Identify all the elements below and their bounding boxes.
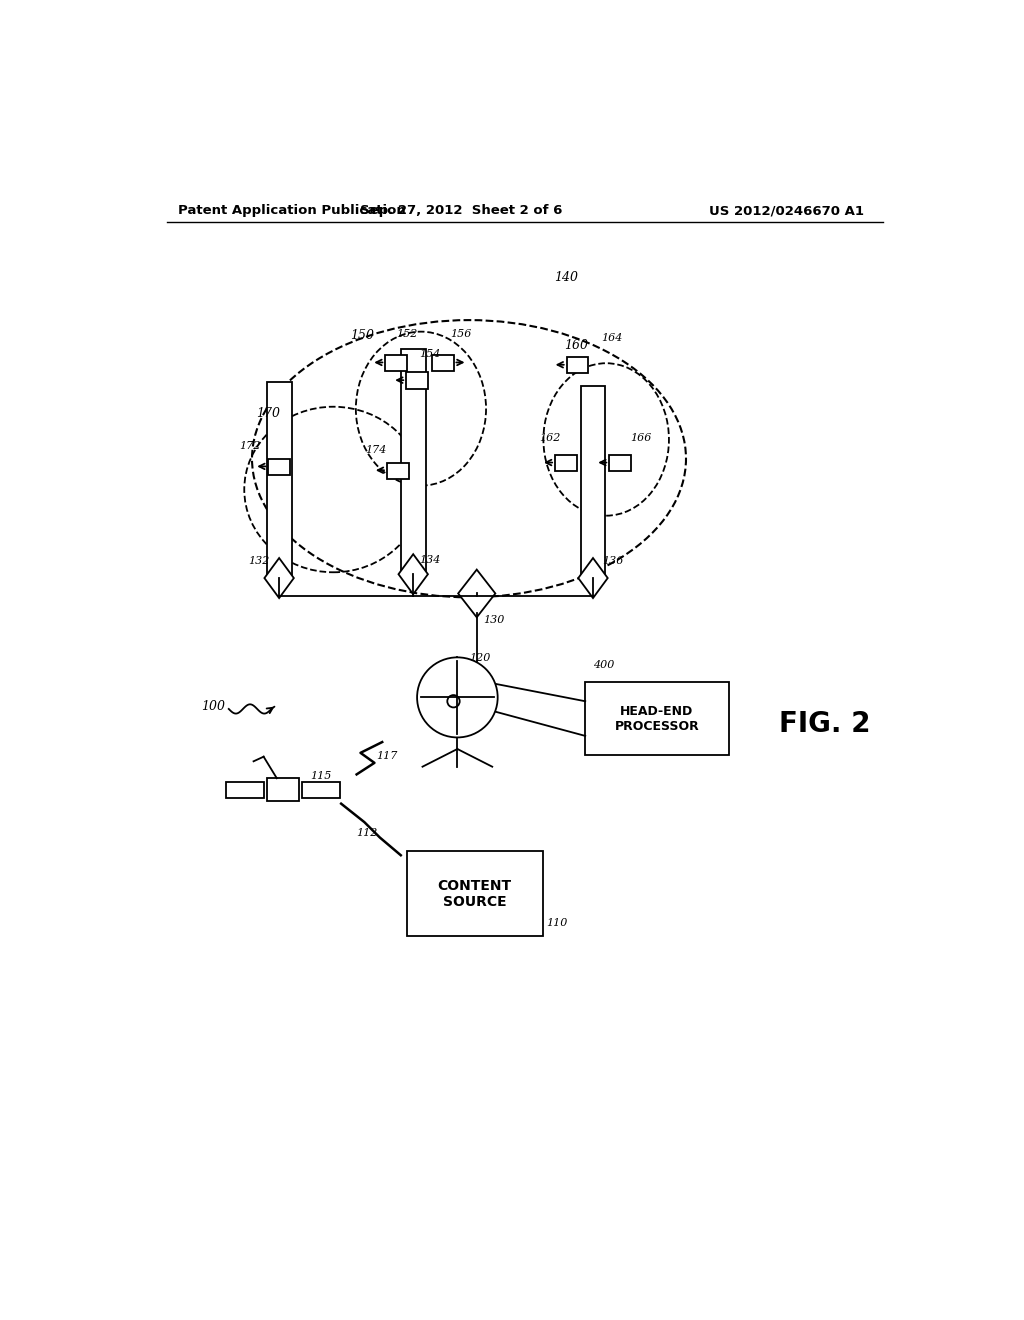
Text: 172: 172: [239, 441, 260, 451]
Text: 115: 115: [310, 771, 332, 780]
Text: 170: 170: [256, 407, 280, 420]
Circle shape: [447, 696, 460, 708]
Bar: [266, 381, 292, 578]
Text: 400: 400: [593, 660, 614, 671]
Bar: [407, 372, 428, 388]
Bar: [566, 358, 589, 374]
Text: Sep. 27, 2012  Sheet 2 of 6: Sep. 27, 2012 Sheet 2 of 6: [360, 205, 562, 218]
Text: 100: 100: [202, 700, 225, 713]
Bar: [302, 781, 340, 797]
Text: CONTENT
SOURCE: CONTENT SOURCE: [437, 879, 512, 909]
Bar: [385, 355, 407, 371]
Bar: [266, 779, 299, 801]
Bar: [400, 350, 426, 574]
Text: 150: 150: [350, 329, 375, 342]
Polygon shape: [398, 554, 428, 594]
Text: 152: 152: [396, 330, 418, 339]
Polygon shape: [264, 558, 294, 598]
Bar: [407, 851, 543, 936]
Text: 154: 154: [420, 348, 440, 359]
Text: US 2012/0246670 A1: US 2012/0246670 A1: [710, 205, 864, 218]
Text: HEAD-END
PROCESSOR: HEAD-END PROCESSOR: [614, 705, 699, 733]
Bar: [268, 459, 290, 475]
Text: 132: 132: [248, 557, 269, 566]
Text: 166: 166: [630, 433, 651, 444]
Text: FIG. 2: FIG. 2: [779, 710, 870, 738]
Text: 110: 110: [547, 919, 568, 928]
Text: 140: 140: [554, 271, 579, 284]
Polygon shape: [458, 570, 496, 618]
Bar: [226, 781, 263, 797]
Bar: [432, 355, 454, 371]
Text: 134: 134: [420, 554, 440, 565]
Text: 164: 164: [601, 333, 623, 343]
Text: 156: 156: [451, 330, 472, 339]
Bar: [586, 682, 729, 755]
Text: 112: 112: [356, 828, 378, 838]
Text: 130: 130: [483, 615, 505, 626]
Text: 162: 162: [539, 433, 560, 444]
Text: 136: 136: [602, 557, 624, 566]
Bar: [609, 455, 631, 471]
Circle shape: [417, 657, 498, 738]
Text: Patent Application Publication: Patent Application Publication: [178, 205, 407, 218]
Text: 120: 120: [469, 653, 490, 663]
Bar: [581, 385, 605, 578]
Polygon shape: [579, 558, 607, 598]
Bar: [387, 462, 409, 479]
Text: 174: 174: [366, 445, 386, 455]
Text: 160: 160: [564, 339, 589, 352]
Text: 117: 117: [376, 751, 397, 760]
Bar: [555, 455, 577, 471]
